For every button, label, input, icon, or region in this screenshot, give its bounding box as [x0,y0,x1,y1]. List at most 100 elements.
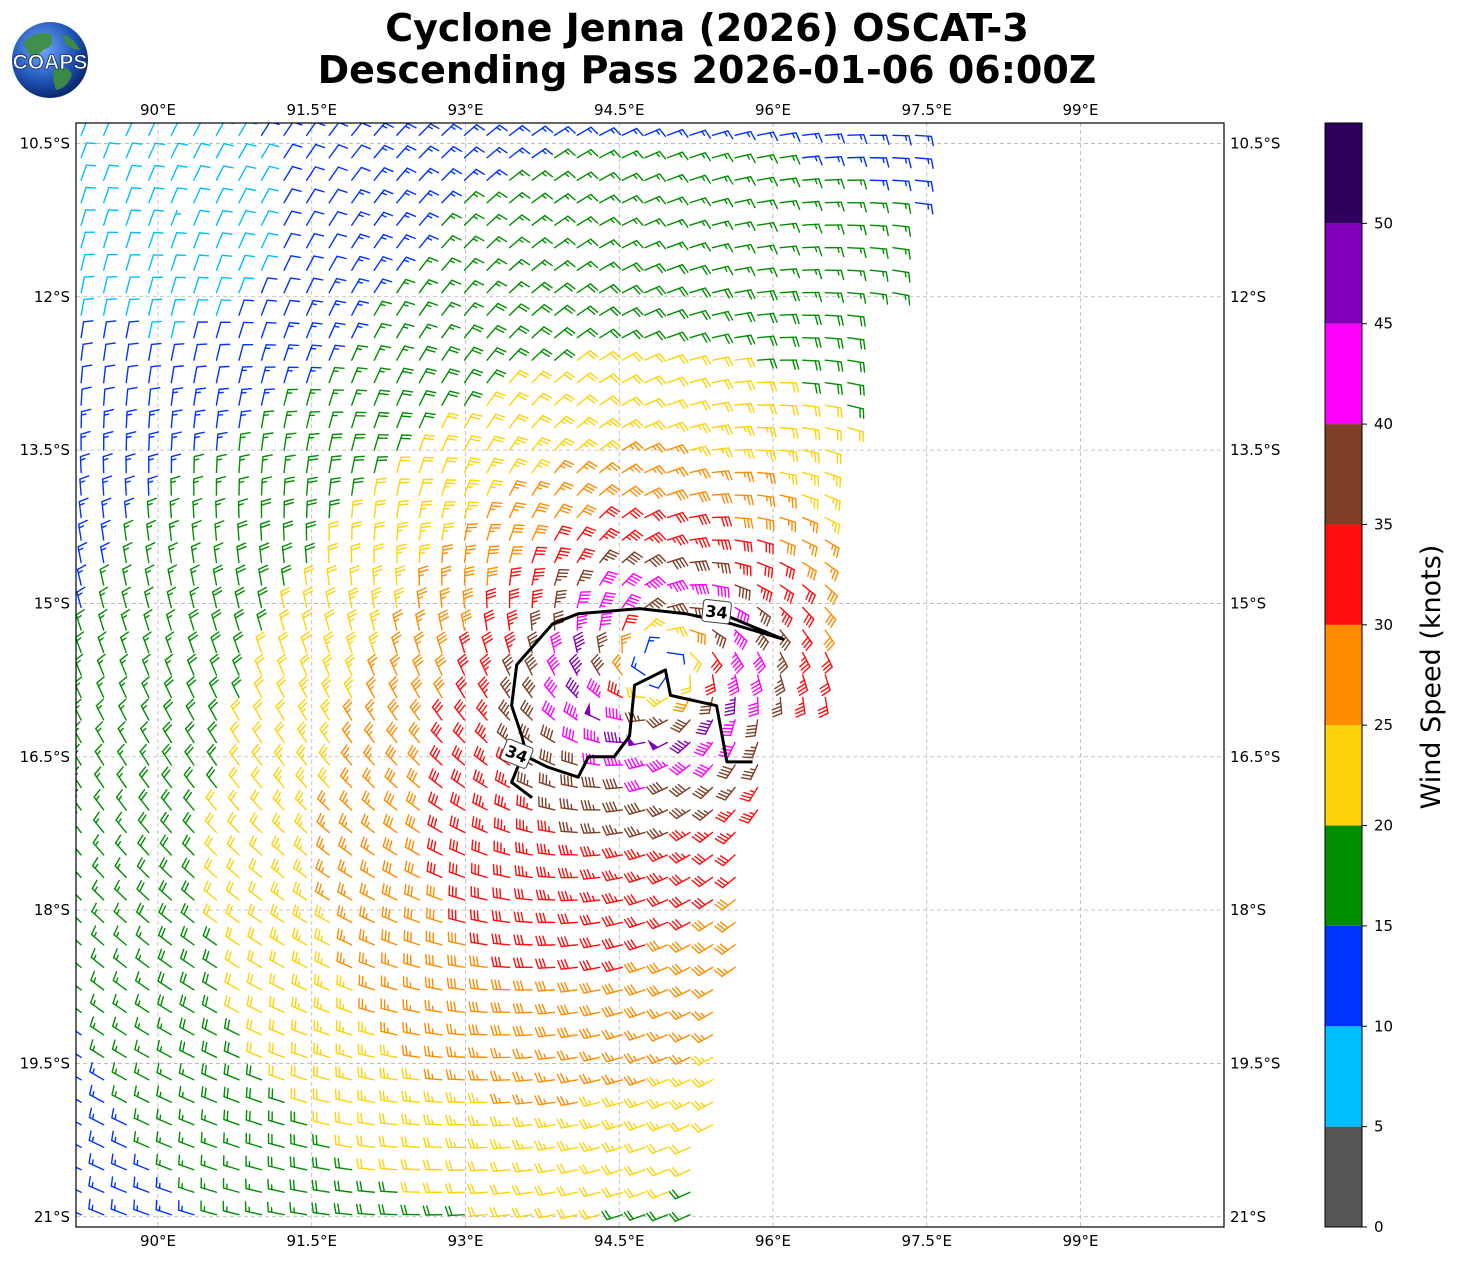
wind-barb [556,1163,578,1174]
wind-barb [76,721,82,744]
wind-barb [293,858,308,879]
wind-barb [215,165,234,181]
wind-barb [311,1156,330,1171]
wind-barb [88,1198,105,1216]
wind-barb [223,1017,240,1036]
wind-barb [714,876,736,889]
wind-barb [802,314,822,326]
wind-barb [463,302,484,316]
wind-barb [599,527,620,541]
wind-barb [351,477,365,496]
wind-barb [668,919,691,931]
wind-barb [756,404,778,415]
wind-barb [590,653,605,676]
wind-barb [155,1176,173,1193]
wind-barb [90,925,105,946]
colorbar-tick-label: 30 [1374,616,1393,634]
wind-barb [486,324,507,339]
wind-barb [623,1165,646,1176]
wind-barb [351,521,362,541]
wind-barb [468,1047,488,1059]
wind-barb [486,566,499,586]
wind-barb [441,434,459,451]
wind-barb [534,1140,556,1151]
wind-barb [512,1025,533,1037]
wind-barb [305,277,324,294]
wind-barb [238,165,257,181]
wind-barb [621,329,644,340]
wind-barb [203,857,218,879]
wind-barb [315,858,330,879]
wind-barb [556,1004,578,1016]
wind-barb [668,1099,691,1110]
wind-barb [847,291,867,304]
wind-barb [144,586,154,609]
wind-barb [734,334,756,345]
wind-barb [621,507,644,519]
wind-barb [396,521,409,541]
wind-barb [351,211,371,226]
wind-barb [599,149,622,159]
wind-barb [357,1066,375,1081]
wind-barb [114,857,127,879]
wind-barb [779,154,801,165]
wind-barb [892,179,912,192]
wind-barb [474,722,488,744]
wind-barb [486,280,508,294]
wind-barb [93,789,105,811]
wind-barb [313,996,330,1014]
wind-barb [513,911,533,924]
wind-barb [644,352,667,363]
wind-barb [508,502,527,519]
wind-barb [752,651,767,674]
wind-barb [689,445,711,457]
wind-barb [508,236,531,249]
wind-barb [691,1011,714,1021]
wind-barb [644,442,667,453]
wind-barb [508,303,530,316]
wind-barb [396,412,413,429]
wind-barb [734,311,756,323]
wind-barb [100,519,111,541]
wind-barb [418,279,439,294]
wind-barb [847,359,866,373]
wind-barb [260,476,273,496]
wind-barb [312,1111,330,1126]
wind-barb [847,247,867,259]
wind-barb [553,237,576,249]
wind-barb [666,466,689,477]
wind-barb [159,857,173,879]
wind-barb [405,791,421,811]
wind-barb [334,1111,353,1126]
wind-barb [603,731,624,744]
wind-barb [351,278,370,294]
wind-barb [383,813,398,834]
wind-barb [111,1039,127,1059]
wind-barb [779,471,798,486]
wind-barb [647,739,669,751]
wind-barb [734,402,756,414]
wind-barb [91,902,105,924]
wind-barb [125,276,141,294]
wind-barb [490,979,511,991]
wind-barb [134,1016,150,1036]
wind-barb [259,520,271,541]
wind-barb [200,1154,218,1171]
colorbar-bin [1325,524,1362,625]
wind-barb [77,541,88,564]
wind-barb [133,1085,150,1103]
wind-barb [556,1186,578,1197]
wind-barb [362,767,375,789]
wind-barb [734,380,756,391]
wind-barb [313,1065,330,1081]
wind-barb [351,499,364,519]
wind-barb [418,412,436,429]
wind-barb [80,253,95,271]
wind-barb [344,653,355,676]
wind-barb [779,404,799,416]
wind-barb [237,520,248,541]
wind-barb [646,759,669,773]
wind-barb [97,631,107,654]
wind-barb [646,1009,669,1020]
wind-barb [824,471,842,488]
